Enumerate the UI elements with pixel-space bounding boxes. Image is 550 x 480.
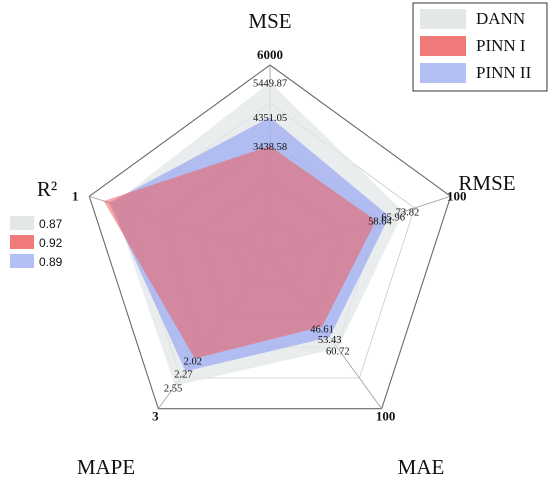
value-label-mape-dann: 2.55 bbox=[164, 384, 182, 395]
r2-legend-value: 0.87 bbox=[39, 217, 63, 231]
legend: DANN PINN I PINN II bbox=[412, 2, 548, 92]
legend-swatch-dann bbox=[420, 9, 466, 29]
axis-max-label-r2: 1 bbox=[72, 188, 79, 203]
axis-label-mse: MSE bbox=[248, 9, 291, 33]
legend-swatch-pinn-i bbox=[420, 36, 466, 56]
value-label-rmse-dann: 73.82 bbox=[396, 208, 420, 219]
grid-outer-ring bbox=[88, 64, 452, 410]
axis-max-label-mse: 6000 bbox=[257, 47, 283, 62]
value-label-mse-pinn-i: 3438.58 bbox=[253, 142, 287, 153]
value-label-mse-dann: 5449.87 bbox=[253, 78, 287, 89]
legend-label-pinn-i: PINN I bbox=[476, 36, 526, 55]
value-label-rmse-pinn-ii: 65.96 bbox=[381, 212, 405, 223]
axis-max-label-mae: 100 bbox=[376, 409, 396, 424]
axis-label-mape: MAPE bbox=[77, 455, 135, 479]
series-layer bbox=[103, 82, 404, 386]
legend-swatch-pinn-ii bbox=[420, 63, 466, 83]
legend-label-dann: DANN bbox=[476, 9, 525, 28]
value-label-rmse-pinn-i: 58.64 bbox=[368, 217, 392, 228]
series-area-pinn-i bbox=[103, 146, 376, 359]
axis-label-r2: R² bbox=[37, 177, 57, 201]
legend-label-pinn-ii: PINN II bbox=[476, 63, 532, 82]
value-label-mape-pinn-ii: 2.27 bbox=[174, 369, 192, 380]
label-layer: MSE60005449.874351.053438.58RMSE10073.82… bbox=[37, 9, 516, 479]
axis-max-label-mape: 3 bbox=[152, 409, 159, 424]
r2-legend: 0.87 0.92 0.89 bbox=[10, 216, 63, 269]
r2-legend-swatch bbox=[10, 254, 34, 268]
axis-max-label-rmse: 100 bbox=[447, 188, 467, 203]
value-label-mse-pinn-ii: 4351.05 bbox=[253, 113, 287, 124]
axis-label-rmse: RMSE bbox=[458, 171, 515, 195]
r2-legend-value: 0.89 bbox=[39, 255, 63, 269]
r2-legend-value: 0.92 bbox=[39, 236, 63, 250]
value-label-mae-dann: 60.72 bbox=[326, 346, 350, 357]
axis-label-mae: MAE bbox=[398, 455, 445, 479]
value-label-mape-pinn-i: 2.02 bbox=[184, 357, 202, 368]
r2-legend-swatch bbox=[10, 235, 34, 249]
r2-legend-swatch bbox=[10, 216, 34, 230]
value-label-mae-pinn-i: 46.61 bbox=[310, 325, 334, 336]
value-label-mae-pinn-ii: 53.43 bbox=[318, 335, 342, 346]
